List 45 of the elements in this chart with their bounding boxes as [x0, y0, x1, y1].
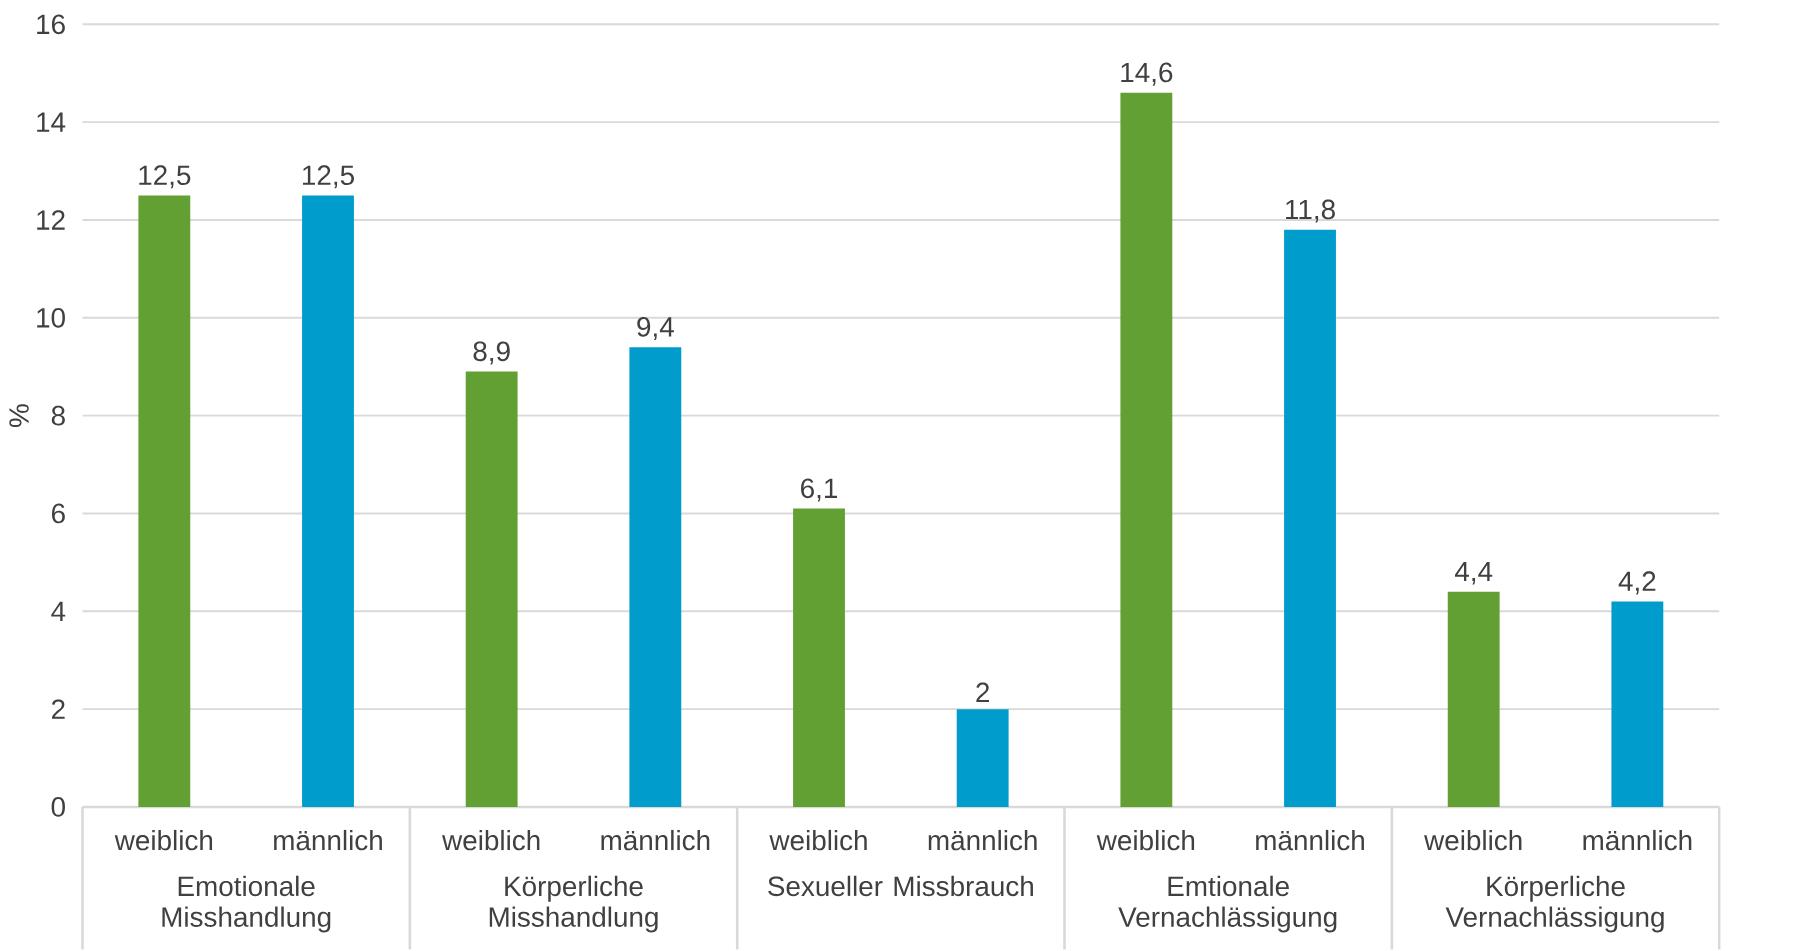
x-tick-label: weiblich — [1424, 829, 1522, 851]
text: Sexueller Missbrauch — [768, 875, 1033, 897]
y-tick-label: 4 — [51, 601, 66, 621]
bar — [1611, 601, 1664, 807]
bar — [465, 371, 518, 807]
y-tick-label: 10 — [37, 307, 65, 328]
bar — [1284, 229, 1336, 807]
bar — [302, 195, 354, 807]
data-label: 14,6 — [1121, 62, 1173, 86]
bar — [1120, 92, 1173, 807]
y-tick-label: 2 — [51, 699, 65, 719]
data-label: 2 — [976, 682, 990, 702]
x-tick-label: männlich — [1256, 829, 1364, 851]
y-tick-label: 0 — [51, 797, 65, 817]
data-label: 12,5 — [303, 165, 354, 189]
text: Körperliche Misshandlung — [489, 875, 658, 933]
bar — [1447, 591, 1500, 807]
y-axis-title: % — [9, 404, 29, 427]
x-tick-label: weiblich — [1096, 829, 1195, 851]
x-tick-label: weiblich — [442, 829, 540, 851]
data-label: 8,9 — [473, 341, 510, 365]
data-label: 12,5 — [139, 165, 191, 189]
y-tick-label: 6 — [51, 503, 65, 524]
data-label: 9,4 — [637, 316, 674, 340]
y-tick-label: 14 — [37, 112, 66, 132]
x-tick-label: männlich — [274, 829, 382, 851]
data-label: 4,2 — [1618, 571, 1656, 595]
bar — [629, 347, 682, 807]
text: Emtionale Vernachlässigung — [1118, 875, 1337, 933]
text: Emotionale Misshandlung — [162, 875, 331, 933]
y-tick-label: 12 — [37, 210, 65, 230]
data-label: 11,8 — [1286, 199, 1335, 223]
x-tick-label: männlich — [928, 829, 1037, 851]
text: Körperliche Vernachlässigung — [1445, 875, 1664, 933]
bar — [956, 709, 1009, 807]
x-tick-label: männlich — [1583, 829, 1692, 851]
x-tick-label: männlich — [601, 829, 710, 851]
y-tick-label: 8 — [51, 405, 65, 426]
data-label: 4,4 — [1454, 561, 1493, 585]
data-label: 6,1 — [801, 478, 838, 502]
x-tick-label: weiblich — [769, 829, 867, 851]
bar — [138, 195, 191, 807]
x-tick-label: weiblich — [114, 829, 213, 851]
bar — [793, 508, 845, 807]
y-tick-label: 16 — [37, 14, 65, 35]
